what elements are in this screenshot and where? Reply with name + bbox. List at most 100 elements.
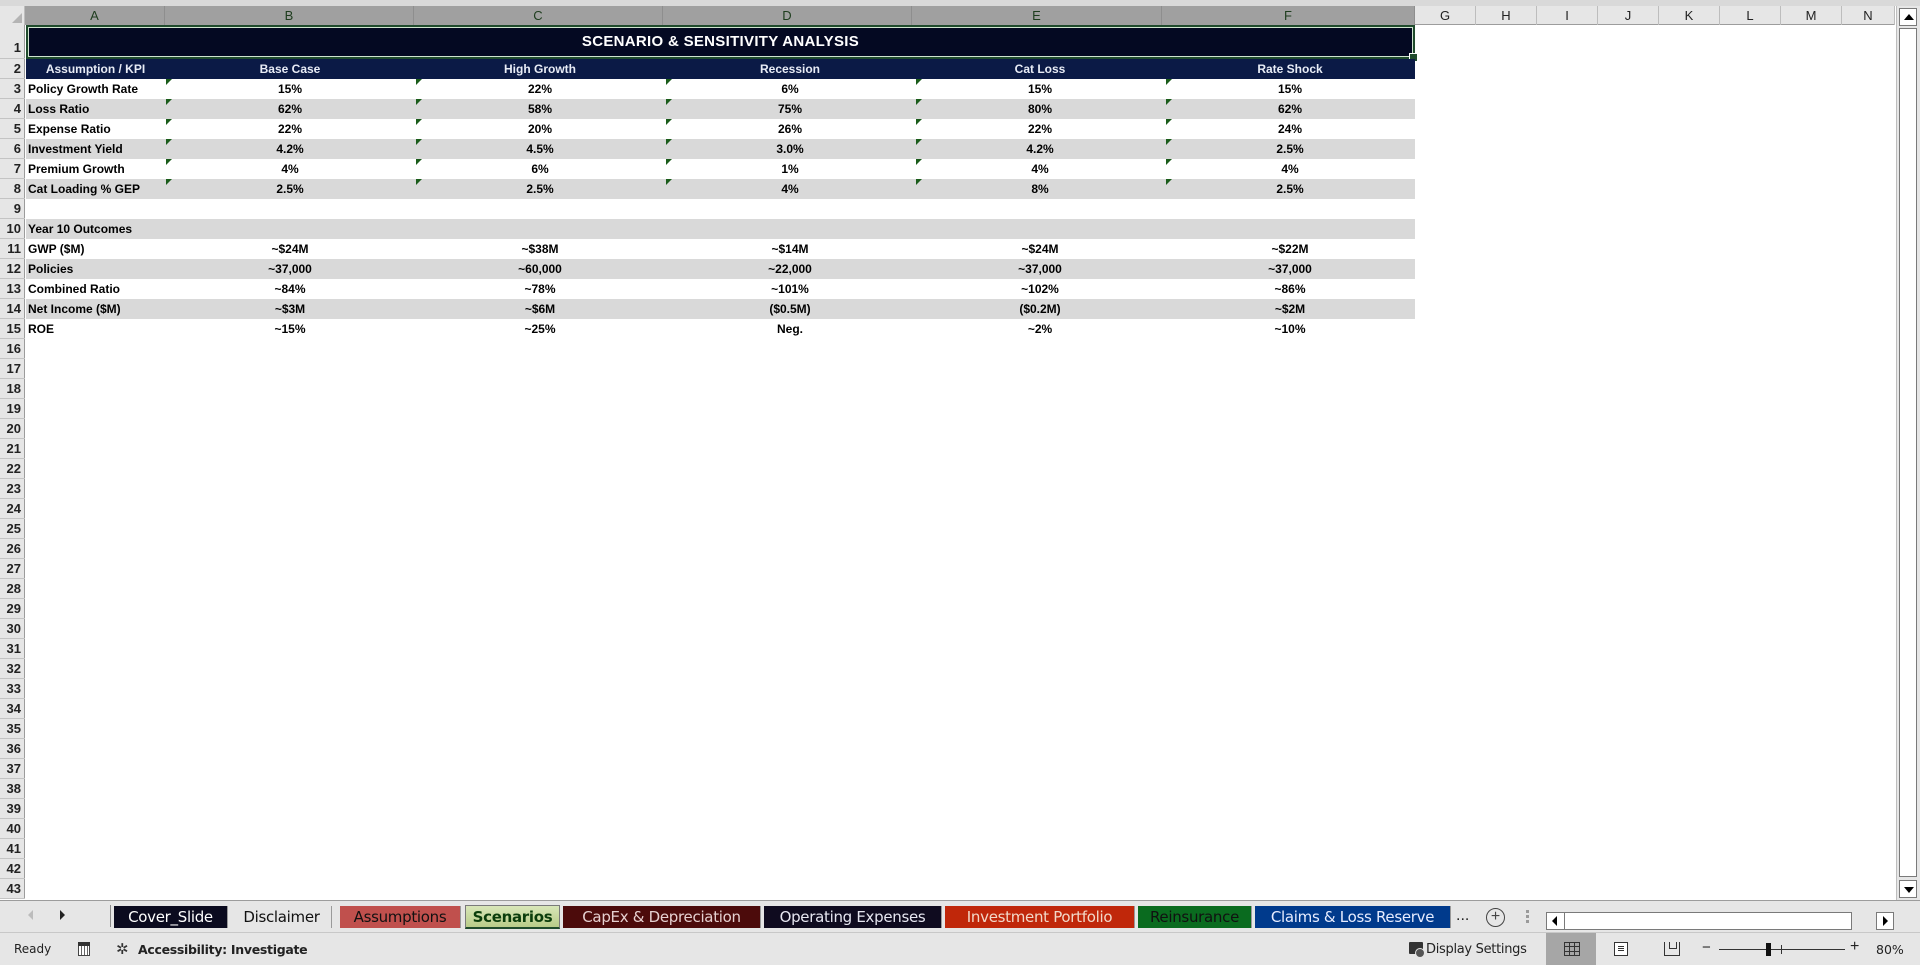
scroll-right-button[interactable] [1876, 912, 1894, 930]
select-all-corner[interactable] [0, 6, 25, 25]
column-header-a[interactable]: A [25, 6, 165, 25]
value-cell[interactable]: 4% [1165, 159, 1415, 179]
value-cell[interactable]: ~37,000 [915, 259, 1165, 279]
row-header-19[interactable]: 19 [0, 399, 25, 419]
row-header-1[interactable]: 1 [0, 25, 25, 59]
row-header-12[interactable]: 12 [0, 259, 25, 279]
value-cell[interactable]: 4% [665, 179, 915, 199]
value-cell[interactable]: 6% [665, 79, 915, 99]
row-header-9[interactable]: 9 [0, 199, 25, 219]
horizontal-scrollbar[interactable] [1546, 912, 1852, 930]
value-cell[interactable]: 20% [415, 119, 665, 139]
header-cell[interactable]: Assumption / KPI [26, 59, 165, 79]
header-cell[interactable]: Base Case [165, 59, 415, 79]
zoom-level[interactable]: 80% [1876, 942, 1904, 957]
row-header-36[interactable]: 36 [0, 739, 25, 759]
value-cell[interactable]: ~$2M [1165, 299, 1415, 319]
display-settings-button[interactable]: Display Settings [1426, 942, 1527, 957]
row-header-6[interactable]: 6 [0, 139, 25, 159]
column-header-d[interactable]: D [663, 6, 912, 25]
row-header-39[interactable]: 39 [0, 799, 25, 819]
row-label[interactable]: GWP ($M) [26, 239, 165, 259]
row-header-14[interactable]: 14 [0, 299, 25, 319]
vertical-scroll-thumb[interactable] [1899, 28, 1917, 877]
sheet-tab-scenarios[interactable]: Scenarios [465, 905, 560, 929]
value-cell[interactable]: 22% [915, 119, 1165, 139]
value-cell[interactable]: ~60,000 [415, 259, 665, 279]
value-cell[interactable]: ~$6M [415, 299, 665, 319]
value-cell[interactable]: 4% [915, 159, 1165, 179]
scroll-down-button[interactable] [1899, 880, 1917, 898]
column-header-l[interactable]: L [1720, 6, 1781, 25]
row-header-29[interactable]: 29 [0, 599, 25, 619]
value-cell[interactable]: 22% [165, 119, 415, 139]
row-header-2[interactable]: 2 [0, 59, 25, 79]
normal-view-button[interactable] [1546, 933, 1596, 965]
row-header-28[interactable]: 28 [0, 579, 25, 599]
header-cell[interactable]: High Growth [415, 59, 665, 79]
row-header-24[interactable]: 24 [0, 499, 25, 519]
value-cell[interactable]: ~101% [665, 279, 915, 299]
row-label[interactable]: Loss Ratio [26, 99, 165, 119]
row-header-5[interactable]: 5 [0, 119, 25, 139]
add-sheet-button[interactable]: + [1486, 908, 1505, 927]
row-header-8[interactable]: 8 [0, 179, 25, 199]
scroll-left-button[interactable] [1547, 913, 1565, 929]
value-cell[interactable]: 80% [915, 99, 1165, 119]
zoom-out-button[interactable]: − [1702, 939, 1711, 956]
value-cell[interactable]: 26% [665, 119, 915, 139]
more-sheets-button[interactable]: ... [1456, 907, 1470, 924]
value-cell[interactable]: ~25% [415, 319, 665, 339]
value-cell[interactable]: ~102% [915, 279, 1165, 299]
vertical-scrollbar[interactable] [1896, 6, 1920, 900]
value-cell[interactable]: ~84% [165, 279, 415, 299]
value-cell[interactable]: 1% [665, 159, 915, 179]
value-cell[interactable]: 4% [165, 159, 415, 179]
macro-recording-icon[interactable] [78, 942, 90, 956]
row-label[interactable]: Investment Yield [26, 139, 165, 159]
value-cell[interactable]: 4.2% [165, 139, 415, 159]
value-cell[interactable]: ~37,000 [165, 259, 415, 279]
row-header-7[interactable]: 7 [0, 159, 25, 179]
zoom-slider-thumb[interactable] [1766, 943, 1771, 956]
row-label[interactable]: Policies [26, 259, 165, 279]
row-label[interactable]: Net Income ($M) [26, 299, 165, 319]
value-cell[interactable]: ~2% [915, 319, 1165, 339]
row-label[interactable]: Combined Ratio [26, 279, 165, 299]
sheet-tab-reinsurance[interactable]: Reinsurance [1138, 906, 1252, 928]
next-sheet-arrow-icon[interactable] [60, 910, 65, 920]
row-label[interactable]: ROE [26, 319, 165, 339]
value-cell[interactable]: 62% [1165, 99, 1415, 119]
value-cell[interactable]: ~$24M [165, 239, 415, 259]
worksheet-grid[interactable]: SCENARIO & SENSITIVITY ANALYSIS Assumpti… [26, 25, 1895, 899]
column-header-m[interactable]: M [1781, 6, 1842, 25]
value-cell[interactable]: 15% [1165, 79, 1415, 99]
row-header-13[interactable]: 13 [0, 279, 25, 299]
row-header-11[interactable]: 11 [0, 239, 25, 259]
page-break-view-button[interactable] [1646, 933, 1696, 965]
row-header-3[interactable]: 3 [0, 79, 25, 99]
value-cell[interactable]: ~86% [1165, 279, 1415, 299]
value-cell[interactable]: ~10% [1165, 319, 1415, 339]
value-cell[interactable]: 4.5% [415, 139, 665, 159]
value-cell[interactable]: ~78% [415, 279, 665, 299]
column-header-e[interactable]: E [912, 6, 1162, 25]
accessibility-icon[interactable]: ✲ [116, 941, 129, 958]
row-label[interactable]: Expense Ratio [26, 119, 165, 139]
header-cell[interactable]: Rate Shock [1165, 59, 1415, 79]
row-header-41[interactable]: 41 [0, 839, 25, 859]
prev-sheet-arrow-icon[interactable] [28, 910, 33, 920]
row-header-33[interactable]: 33 [0, 679, 25, 699]
value-cell[interactable]: 3.0% [665, 139, 915, 159]
row-header-25[interactable]: 25 [0, 519, 25, 539]
column-header-h[interactable]: H [1476, 6, 1537, 25]
value-cell[interactable]: 6% [415, 159, 665, 179]
row-header-34[interactable]: 34 [0, 699, 25, 719]
header-cell[interactable]: Cat Loss [915, 59, 1165, 79]
row-header-18[interactable]: 18 [0, 379, 25, 399]
sheet-tab-assumptions[interactable]: Assumptions [340, 906, 461, 928]
page-layout-view-button[interactable] [1596, 933, 1646, 965]
value-cell[interactable]: 62% [165, 99, 415, 119]
title-cell-merged[interactable]: SCENARIO & SENSITIVITY ANALYSIS [26, 25, 1418, 62]
column-header-c[interactable]: C [414, 6, 663, 25]
